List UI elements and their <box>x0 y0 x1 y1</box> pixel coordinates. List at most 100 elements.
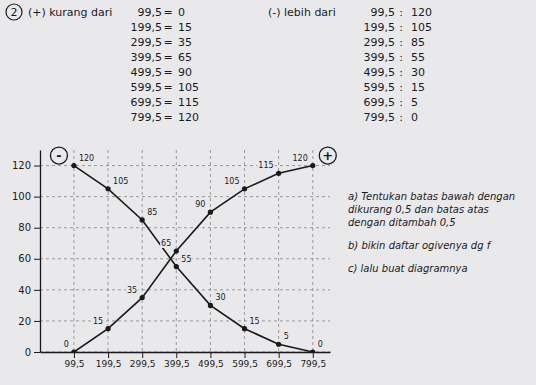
series-line <box>74 166 313 352</box>
label-patch <box>92 317 104 326</box>
label-patch <box>257 161 274 170</box>
tick: 80 <box>18 222 40 233</box>
tick-label: 299,5 <box>130 359 156 369</box>
grid-line <box>142 150 143 352</box>
data-label: 15 <box>249 317 261 326</box>
point <box>242 186 247 191</box>
data-label: 30 <box>214 293 226 302</box>
grid-line <box>278 150 279 352</box>
tick-mark <box>34 321 40 322</box>
point <box>140 217 145 222</box>
table-cell: 105 <box>411 21 432 34</box>
data-label: 0 <box>63 340 70 349</box>
table-separator: : <box>399 51 403 64</box>
label-patch <box>78 154 95 163</box>
point <box>174 264 179 269</box>
grid-line <box>40 165 330 166</box>
table-cell: 0 <box>178 6 185 19</box>
table-separator: = <box>163 96 172 109</box>
grid-line <box>40 196 330 197</box>
tick-mark <box>142 352 143 358</box>
table-cell: 15 <box>411 81 425 94</box>
data-label-text: 5 <box>284 332 289 341</box>
tick: 20 <box>18 316 40 327</box>
tick-label: 699,5 <box>266 359 292 369</box>
point <box>71 163 76 168</box>
data-label: 35 <box>126 286 138 295</box>
data-label-text: 55 <box>181 255 191 264</box>
series-name-circle <box>319 147 336 164</box>
series-name: - <box>56 148 61 163</box>
tick-label: 199,5 <box>96 359 122 369</box>
tick-mark <box>313 352 314 358</box>
tick-label: 499,5 <box>198 359 224 369</box>
grid <box>40 150 330 352</box>
number-circle <box>6 4 22 20</box>
tick: 60 <box>18 253 40 264</box>
table-cell: 299,5 <box>364 36 396 49</box>
table-separator: : <box>399 36 403 49</box>
series-name: + <box>322 148 333 163</box>
label-patch <box>194 200 206 209</box>
tick: 99,5 <box>64 352 84 369</box>
data-label-text: 120 <box>79 154 94 163</box>
table-separator: = <box>163 36 172 49</box>
tick-label: 100 <box>12 191 31 202</box>
tick: 299,5 <box>130 352 156 369</box>
table-cell: 299,5 <box>131 36 163 49</box>
axis-line <box>41 352 331 353</box>
tick: 699,5 <box>266 352 292 369</box>
note: b) bikin daftar ogivenya dg f <box>348 240 492 251</box>
data-label: 105 <box>112 177 129 186</box>
table-separator: : <box>399 81 403 94</box>
point <box>174 248 179 253</box>
table-cell: 799,5 <box>364 111 396 124</box>
grid-line <box>210 150 211 352</box>
tick: 100 <box>12 191 40 202</box>
plot-labels: 015356590105115120+1201058555301550- <box>50 147 336 349</box>
label-patch <box>160 239 172 248</box>
table-heading: (-) lebih dari <box>268 6 336 19</box>
table-cell: 799,5 <box>131 111 163 124</box>
table-cell: 0 <box>411 111 418 124</box>
data-label: 5 <box>283 332 290 341</box>
tick-label: 60 <box>18 253 31 264</box>
table-cell: 120 <box>411 6 432 19</box>
point <box>105 186 110 191</box>
data-label: 85 <box>146 208 158 217</box>
table-separator: = <box>163 6 172 19</box>
point <box>71 349 76 352</box>
tick: 799,5 <box>300 352 326 369</box>
grid-line <box>73 150 74 352</box>
point <box>310 349 315 352</box>
tick-mark <box>34 259 40 260</box>
tick: 399,5 <box>164 352 190 369</box>
tick-mark <box>34 197 40 198</box>
table-separator: = <box>163 66 172 79</box>
table-cell: 35 <box>178 36 192 49</box>
tick-label: 0 <box>25 347 31 358</box>
data-label-text: 65 <box>161 239 171 248</box>
tick-label: 399,5 <box>164 359 190 369</box>
data-label: 65 <box>160 239 172 248</box>
data-label-text: 120 <box>292 154 307 163</box>
tick-mark <box>34 166 40 167</box>
label-patch <box>146 208 158 217</box>
label-patch <box>180 255 192 264</box>
tick-mark <box>108 352 109 358</box>
note: a) Tentukan batas bawah dengandikurang 0… <box>348 191 515 228</box>
series-name-circle <box>50 147 67 164</box>
table-separator: = <box>163 111 172 124</box>
series-line <box>74 166 313 352</box>
grid-line <box>40 227 330 228</box>
tick: 199,5 <box>96 352 122 369</box>
table-cell: 599,5 <box>131 81 163 94</box>
note: c) lalu buat diagramnya <box>348 263 468 274</box>
table-cell: 699,5 <box>131 96 163 109</box>
grid-line <box>244 150 245 352</box>
label-patch <box>223 177 240 186</box>
tick-label: 20 <box>18 316 31 327</box>
table-cell: 199,5 <box>364 21 396 34</box>
point <box>140 295 145 300</box>
table-separator: = <box>163 21 172 34</box>
